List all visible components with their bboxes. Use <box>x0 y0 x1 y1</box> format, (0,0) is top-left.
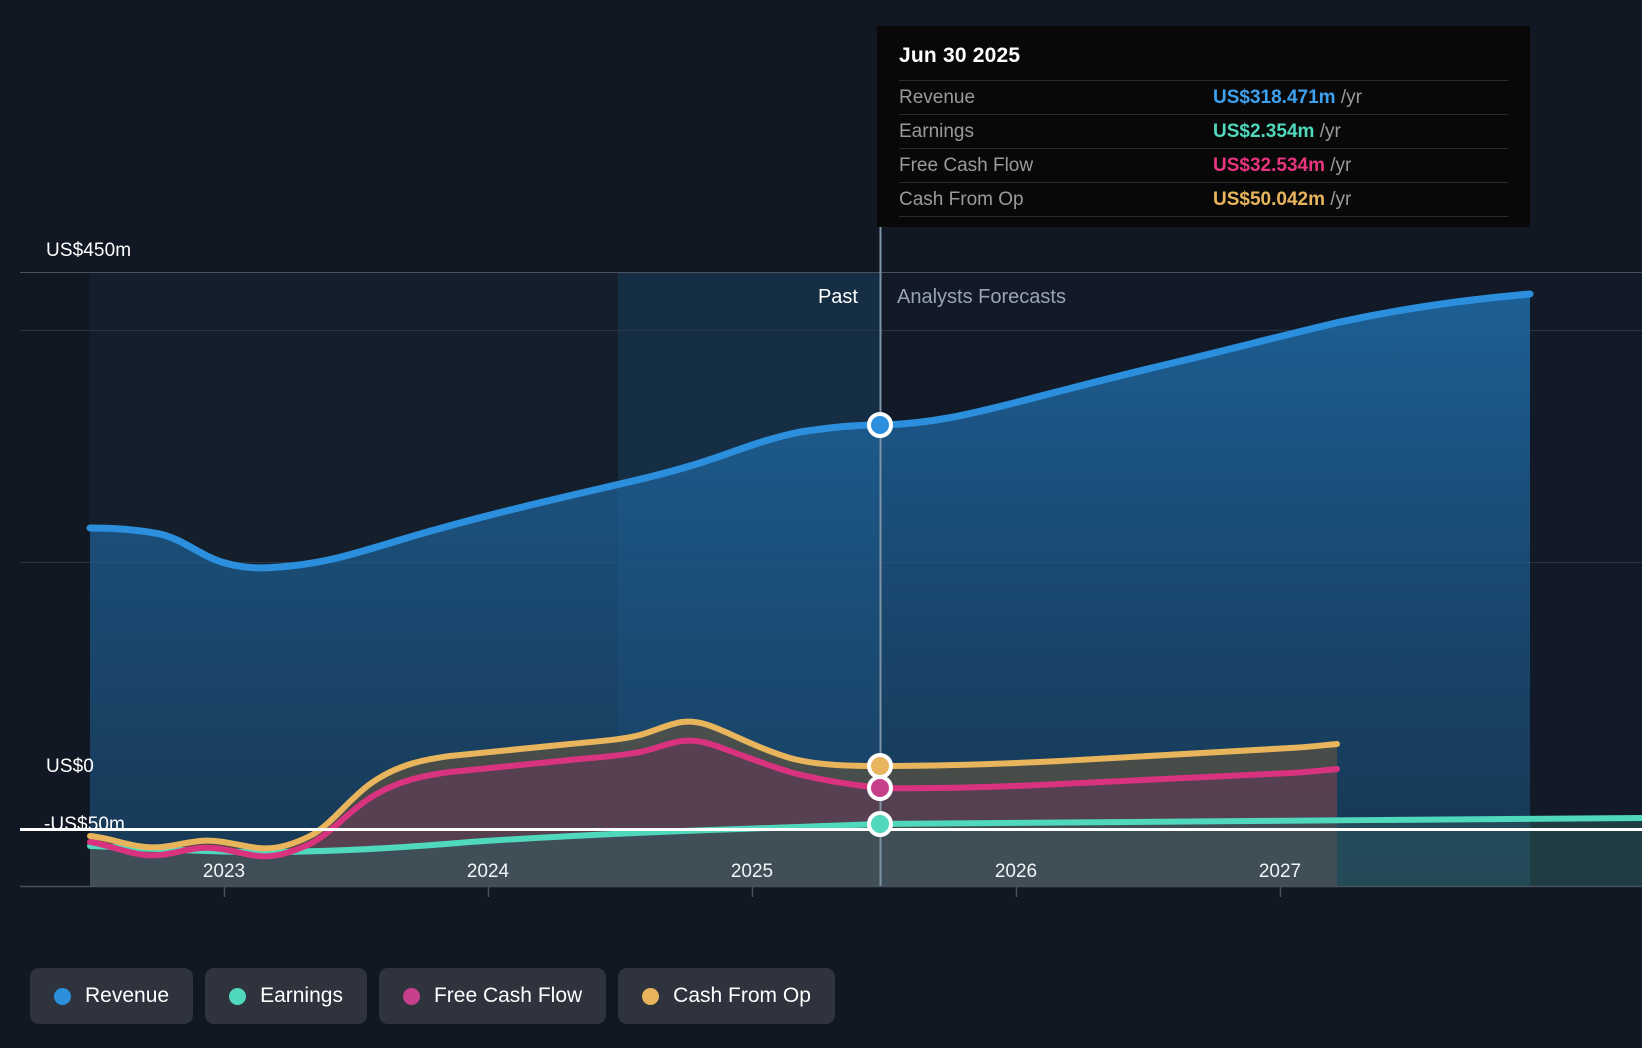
tooltip-unit-earnings: /yr <box>1319 120 1341 142</box>
x-axis-label-2025: 2025 <box>730 861 774 882</box>
tooltip-label-earnings: Earnings <box>899 120 974 142</box>
x-axis-label-2024: 2024 <box>466 861 510 882</box>
tooltip-value-free-cash-flow: US$32.534m /yr <box>1213 155 1508 177</box>
tooltip-row-revenue: Revenue US$318.471m /yr <box>899 80 1508 114</box>
marker-earnings <box>867 811 893 837</box>
tooltip-value-earnings: US$2.354m /yr <box>1213 121 1508 143</box>
tooltip-row-cash-from-op: Cash From Op US$50.042m /yr <box>899 182 1508 217</box>
series-area-earnings <box>90 818 1642 886</box>
series-area-revenue <box>90 294 1530 886</box>
tooltip-label-free-cash-flow: Free Cash Flow <box>899 154 1034 176</box>
chart-legend: Revenue Earnings Free Cash Flow Cash Fro… <box>30 968 835 1024</box>
legend-dot-cash-from-op <box>642 987 660 1005</box>
tooltip-amount-cash-from-op: US$50.042m <box>1213 188 1325 210</box>
tooltip-amount-free-cash-flow: US$32.534m <box>1213 154 1325 176</box>
tooltip-label-revenue: Revenue <box>899 86 976 108</box>
tooltip-amount-earnings: US$2.354m <box>1213 120 1315 142</box>
tooltip-unit-revenue: /yr <box>1340 86 1362 108</box>
tooltip-value-cash-from-op: US$50.042m /yr <box>1213 189 1508 211</box>
marker-free-cash-flow <box>867 775 893 801</box>
tooltip-label-cash-from-op: Cash From Op <box>899 188 1024 210</box>
legend-item-cash-from-op[interactable]: Cash From Op <box>618 968 835 1024</box>
legend-label-revenue: Revenue <box>85 984 170 1007</box>
legend-label-earnings: Earnings <box>260 984 343 1007</box>
tooltip-unit-free-cash-flow: /yr <box>1330 154 1352 176</box>
analysts-forecasts-label: Analysts Forecasts <box>897 286 1066 308</box>
x-axis-label-2026: 2026 <box>994 861 1038 882</box>
tooltip: Jun 30 2025 Revenue US$318.471m /yr Earn… <box>877 26 1530 227</box>
tooltip-row-free-cash-flow: Free Cash Flow US$32.534m /yr <box>899 148 1508 182</box>
legend-dot-earnings <box>229 987 247 1005</box>
x-axis-label-2023: 2023 <box>202 861 246 882</box>
legend-label-free-cash-flow: Free Cash Flow <box>433 984 583 1007</box>
legend-item-revenue[interactable]: Revenue <box>30 968 194 1024</box>
legend-dot-free-cash-flow <box>402 987 420 1005</box>
legend-dot-revenue <box>54 987 71 1005</box>
tooltip-date: Jun 30 2025 <box>899 44 1021 67</box>
series-line-free-cash-flow <box>87 737 1340 860</box>
y-axis-label-zero: US$0 <box>46 756 94 777</box>
series-line-cash-from-op <box>87 718 1340 852</box>
tooltip-unit-cash-from-op: /yr <box>1330 188 1352 210</box>
legend-label-cash-from-op: Cash From Op <box>673 984 811 1007</box>
legend-item-earnings[interactable]: Earnings <box>205 968 367 1024</box>
tooltip-value-revenue: US$318.471m /yr <box>1213 87 1508 109</box>
tooltip-row-earnings: Earnings US$2.354m /yr <box>899 114 1508 148</box>
hover-markers <box>867 412 893 837</box>
series-line-revenue <box>86 290 1534 572</box>
tooltip-amount-revenue: US$318.471m <box>1213 86 1336 108</box>
y-axis-label-top: US$450m <box>46 240 132 261</box>
x-axis-label-2027: 2027 <box>1258 861 1302 882</box>
past-label: Past <box>817 286 858 308</box>
marker-cash-from-op <box>867 753 893 779</box>
y-axis-label-bottom: -US$50m <box>44 814 125 835</box>
marker-revenue <box>867 412 893 438</box>
legend-item-free-cash-flow[interactable]: Free Cash Flow <box>378 968 607 1024</box>
x-axis-ticks <box>223 886 1282 897</box>
